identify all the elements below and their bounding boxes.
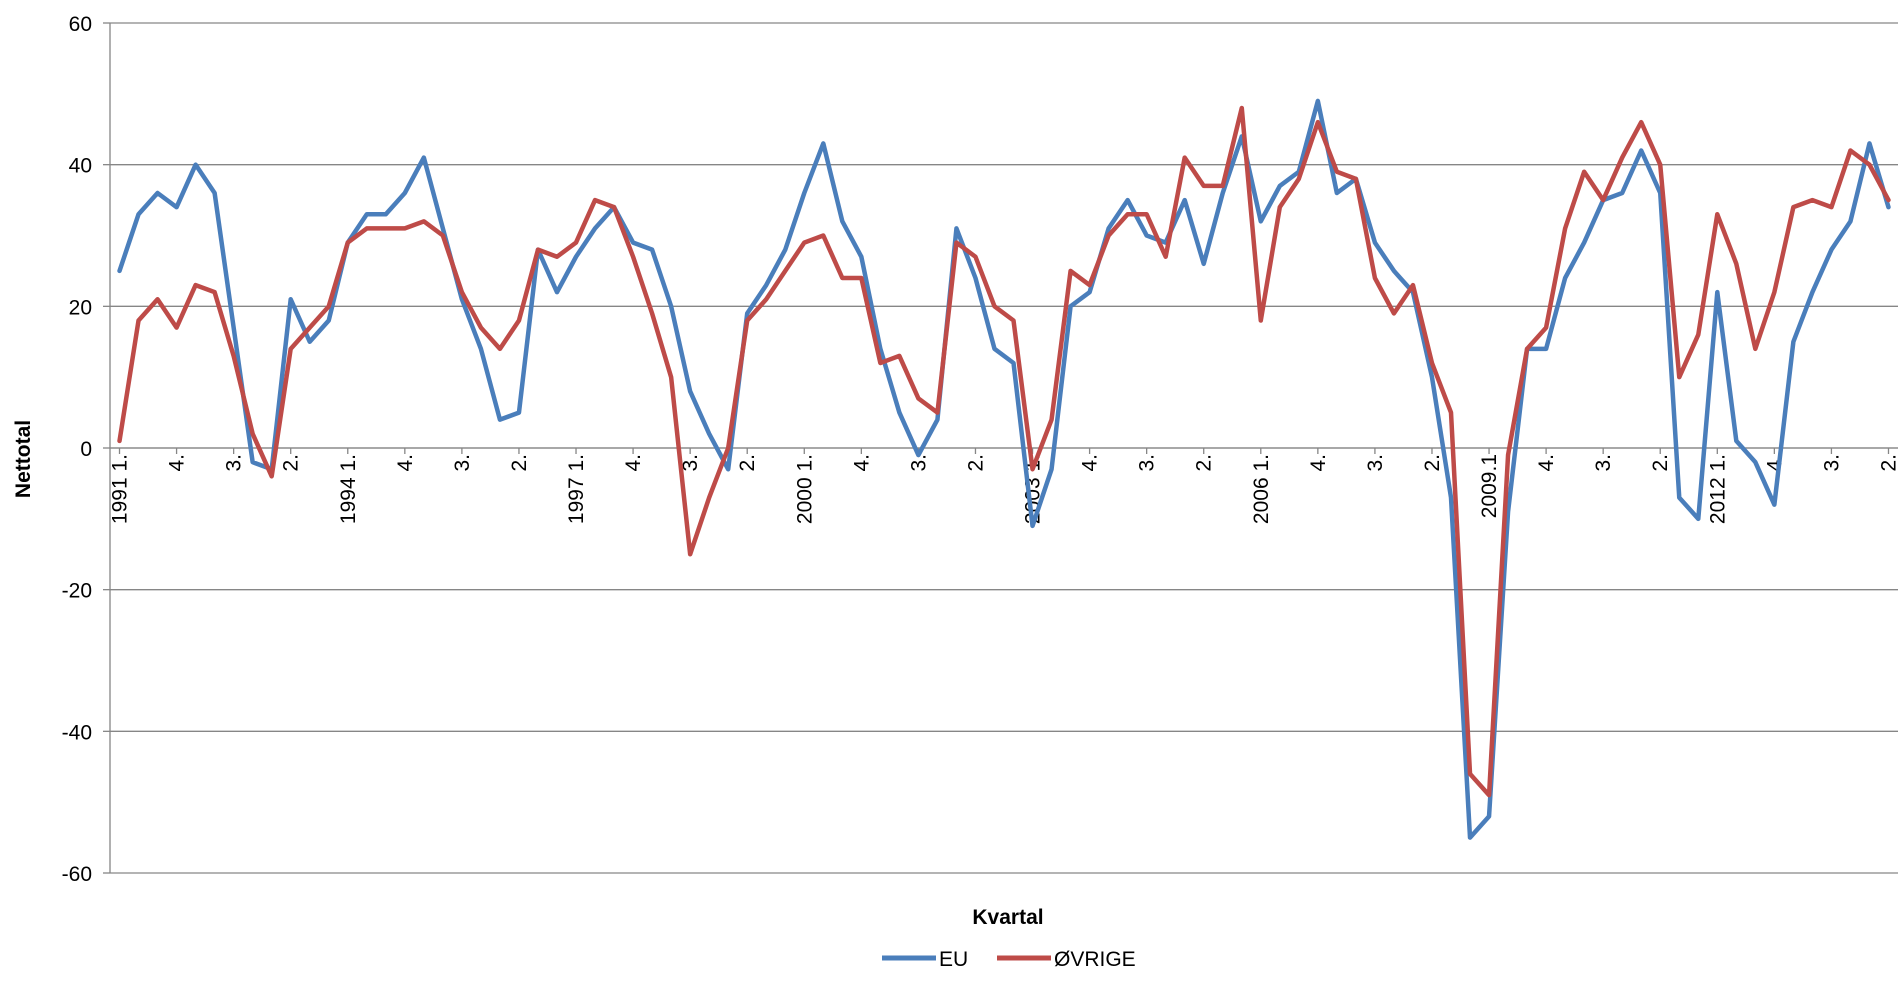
x-tick-label: 4. xyxy=(622,454,645,472)
x-tick-label: 4. xyxy=(166,454,189,472)
x-axis-ticks: 1991 1. 4. 3. 2. 1994 1. 4. 3. 2. 1997 1. 4. 3. 2. 2… xyxy=(109,448,1900,524)
series-line-eu xyxy=(117,98,1891,840)
x-tick-label: 2009.1 xyxy=(1478,454,1501,518)
x-tick-label: 2000 1. xyxy=(793,454,816,524)
series-lines xyxy=(117,98,1891,840)
x-tick-label: 3. xyxy=(1364,454,1387,472)
x-tick-label: 2. xyxy=(508,454,531,472)
y-axis-ticks: -60 -40 -20 0 20 40 60 xyxy=(62,13,110,886)
x-tick-label: 2. xyxy=(1649,454,1672,472)
x-tick-label: 3. xyxy=(451,454,474,472)
x-tick-label: 4. xyxy=(394,454,417,472)
x-tick-label: 4. xyxy=(1535,454,1558,472)
x-tick-label: 2. xyxy=(1421,454,1444,472)
x-axis-label: Kvartal xyxy=(972,906,1043,929)
x-tick-label: 4. xyxy=(850,454,873,472)
x-tick-label: 3. xyxy=(907,454,930,472)
y-tick-label: 0 xyxy=(80,438,92,461)
x-tick-label: 2. xyxy=(964,454,987,472)
series-line-ovrige xyxy=(117,105,1891,798)
y-tick-label: 20 xyxy=(69,296,92,319)
y-axis-label: Nettotal xyxy=(12,420,35,498)
x-tick-label: 3. xyxy=(1820,454,1843,472)
y-tick-label: 40 xyxy=(69,155,92,178)
x-tick-label: 1994 1. xyxy=(337,454,360,524)
x-tick-label: 4. xyxy=(1307,454,1330,472)
x-tick-label: 4. xyxy=(1763,454,1786,472)
y-tick-label: 60 xyxy=(69,13,92,36)
x-tick-label: 4. xyxy=(1079,454,1102,472)
x-tick-label: 1991 1. xyxy=(109,454,132,524)
y-tick-label: -40 xyxy=(62,721,92,744)
legend-label: EU xyxy=(939,948,968,971)
x-tick-label: 2. xyxy=(280,454,303,472)
x-tick-label: 3. xyxy=(1592,454,1615,472)
legend-label: ØVRIGE xyxy=(1054,948,1136,971)
x-tick-label: 2. xyxy=(1193,454,1216,472)
y-tick-label: -60 xyxy=(62,863,92,886)
x-tick-label: 3. xyxy=(223,454,246,472)
x-tick-label: 2. xyxy=(1877,454,1900,472)
x-tick-label: 2006 1. xyxy=(1250,454,1273,524)
axes xyxy=(109,23,1898,873)
x-tick-label: 3. xyxy=(679,454,702,472)
legend: EU ØVRIGE xyxy=(882,948,1136,971)
x-tick-label: 3. xyxy=(1136,454,1159,472)
x-tick-label: 2. xyxy=(736,454,759,472)
y-tick-label: -20 xyxy=(62,580,92,603)
x-tick-label: 2012 1. xyxy=(1706,454,1729,524)
x-tick-label: 1997 1. xyxy=(565,454,588,524)
